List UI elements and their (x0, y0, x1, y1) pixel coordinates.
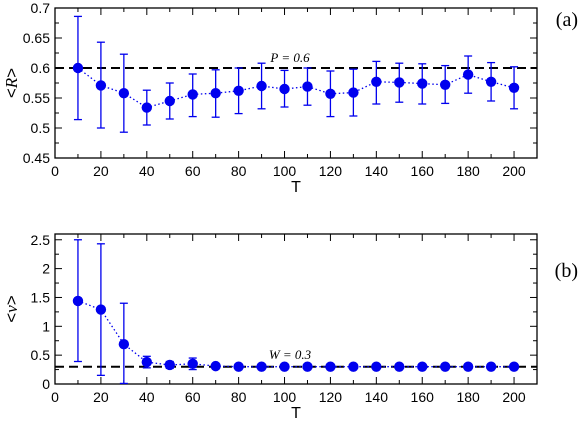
y-tick-label: 0.65 (23, 30, 50, 46)
x-tick-label: 100 (273, 389, 297, 405)
data-point (508, 361, 520, 372)
data-point (325, 361, 336, 372)
x-tick-label: 180 (456, 163, 480, 179)
data-point (141, 102, 153, 113)
x-tick-label: 80 (231, 163, 247, 179)
y-tick-label: 0.5 (31, 347, 51, 363)
data-point (233, 361, 244, 372)
data-point (325, 88, 336, 100)
x-tick-label: 140 (365, 163, 389, 179)
x-tick-label: 20 (93, 163, 109, 179)
x-tick-label: 200 (502, 163, 526, 179)
y-tick-label: 1.5 (31, 289, 51, 305)
x-tick-label: 60 (185, 163, 201, 179)
data-point (417, 78, 428, 89)
x-tick-label: 140 (365, 389, 389, 405)
data-point (164, 359, 175, 371)
data-point (371, 76, 382, 88)
data-point (210, 360, 221, 372)
x-tick-label: 0 (51, 163, 59, 179)
data-point (164, 95, 175, 107)
data-point (348, 361, 359, 372)
x-tick-label: 160 (411, 163, 435, 179)
x-tick-label: 80 (231, 389, 247, 405)
data-point (187, 89, 198, 100)
y-tick-label: 1 (42, 318, 50, 334)
data-point (485, 361, 497, 372)
y-tick-label: 0.5 (31, 120, 51, 136)
y-tick-label: 0.7 (31, 0, 51, 16)
data-point (95, 304, 107, 315)
x-tick-label: 200 (502, 389, 526, 405)
data-point (485, 76, 497, 88)
data-point (394, 77, 405, 88)
data-point (279, 361, 290, 372)
panel-b: 0 20 40 60 80 100 120 140 160 180 200 0 0.5 1 1.5 2 2.5 T… (2, 232, 578, 422)
x-tick-label: 160 (411, 389, 435, 405)
data-point (256, 80, 267, 92)
data-point (118, 338, 130, 350)
data-point (210, 88, 221, 99)
data-point (371, 361, 382, 372)
x-tick-label: 180 (456, 389, 480, 405)
x-tick-label: 40 (139, 163, 155, 179)
y-tick-label: 2 (42, 261, 50, 277)
data-point (302, 81, 313, 92)
x-tick-label: 40 (139, 389, 155, 405)
data-point (118, 88, 130, 99)
data-point (508, 82, 520, 94)
data-point (302, 361, 313, 372)
y-tick-label: 0.6 (31, 60, 51, 76)
x-axis-label: T (291, 179, 301, 196)
data-point (72, 295, 84, 307)
data-point (256, 361, 267, 372)
data-point (439, 79, 451, 91)
reference-line-label: P = 0.6 (269, 50, 310, 65)
data-point (95, 80, 107, 91)
x-tick-label: 120 (319, 163, 343, 179)
series-line (77, 300, 514, 368)
y-axis-label: <R> (2, 68, 21, 98)
plot-frame (54, 233, 538, 385)
data-point (72, 62, 84, 74)
data-point (187, 358, 198, 370)
x-tick-label: 20 (93, 389, 109, 405)
data-point (462, 69, 474, 80)
panel-label: (b) (555, 260, 578, 282)
data-point (417, 361, 428, 372)
panel-label: (a) (556, 9, 578, 31)
x-tick-label: 0 (51, 389, 59, 405)
data-point (233, 85, 244, 97)
y-axis-label: <v> (2, 295, 21, 322)
panel-a: 0 20 40 60 80 100 120 140 160 180 200 0.45 0.5 0.55 0.… (2, 0, 578, 196)
data-point (462, 361, 474, 372)
y-tick-label: 0.45 (23, 150, 50, 166)
y-tick-label: 0.55 (23, 90, 50, 106)
x-tick-label: 100 (273, 163, 297, 179)
data-point (394, 361, 405, 372)
data-point (141, 356, 153, 368)
plot-frame (54, 7, 538, 159)
y-tick-label: 2.5 (31, 232, 51, 248)
y-tick-label: 0 (42, 376, 50, 392)
x-axis-label: T (291, 405, 301, 422)
reference-line-label: W = 0.3 (269, 347, 312, 362)
x-tick-label: 60 (185, 389, 201, 405)
data-point (279, 83, 290, 95)
data-point (348, 87, 359, 98)
data-point (439, 361, 451, 372)
x-tick-label: 120 (319, 389, 343, 405)
